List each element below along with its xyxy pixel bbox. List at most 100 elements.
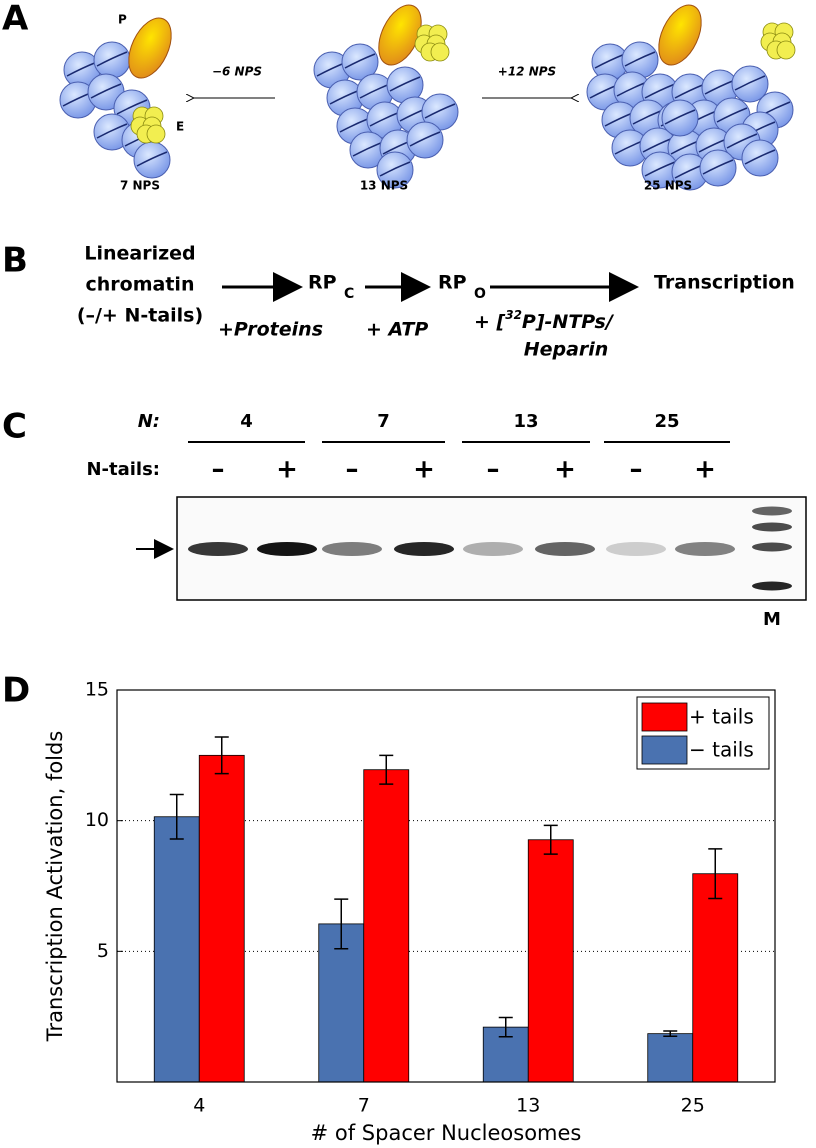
band	[394, 542, 454, 556]
tails-sign: –	[487, 455, 500, 485]
tails-sign: +	[554, 455, 576, 485]
nucleosome	[376, 151, 414, 189]
error-bar	[663, 1030, 678, 1038]
substrate: (–/+ N-tails)	[77, 305, 203, 327]
x-axis-label: # of Spacer Nucleosomes	[311, 1121, 582, 1145]
nucleosome	[661, 99, 699, 137]
nucleosome	[731, 65, 769, 103]
tails-sign: +	[694, 455, 716, 485]
polymerase	[128, 17, 172, 79]
panel-label: C	[2, 407, 27, 447]
dna-stripe	[96, 123, 128, 139]
x-tick-label: 25	[681, 1095, 705, 1117]
step: +Proteins	[218, 319, 323, 341]
tails-sign: +	[276, 455, 298, 485]
polymerase	[658, 4, 702, 66]
dna-stripe	[644, 161, 676, 177]
step-part: P]-NTPs/	[522, 311, 615, 333]
substrate: Linearized	[84, 243, 195, 265]
marker-band	[752, 542, 792, 552]
y-tick-label: 5	[97, 940, 109, 962]
step: + [32P]-NTPs/	[474, 308, 615, 333]
bar	[363, 769, 410, 1083]
activator	[776, 40, 796, 60]
band	[535, 542, 595, 556]
legend-swatch	[641, 735, 688, 765]
band	[675, 542, 735, 556]
dna-stripe	[424, 103, 456, 119]
nucleosome	[93, 41, 131, 79]
error-bar	[543, 824, 558, 855]
rpc: RP	[308, 272, 337, 294]
plot-frame	[116, 689, 776, 1083]
nucleosome	[741, 139, 779, 177]
x-tick-label: 4	[193, 1095, 205, 1117]
band	[463, 542, 523, 556]
marker-band	[752, 522, 792, 532]
bar	[153, 816, 200, 1083]
tails-sign: –	[212, 455, 225, 485]
dna-stripe	[116, 99, 148, 115]
dna-stripe	[624, 51, 656, 67]
dna-stripe	[96, 51, 128, 67]
n-value: 7	[377, 411, 390, 432]
bar	[527, 839, 574, 1083]
product: Transcription	[654, 272, 795, 294]
y-tick-label: 10	[85, 809, 109, 831]
dna-stripe	[716, 107, 748, 123]
error-bar	[169, 793, 184, 840]
rpc-sub: C	[344, 286, 354, 302]
dna-stripe	[90, 83, 122, 99]
band	[188, 542, 248, 556]
construct-label: 7 NPS	[120, 179, 160, 193]
construct-label: 13 NPS	[360, 179, 408, 193]
bar	[692, 873, 739, 1083]
n-value: 25	[654, 411, 679, 432]
panel-label: D	[2, 671, 30, 711]
dna-stripe	[726, 133, 758, 149]
panel-label: A	[2, 0, 29, 39]
step: Heparin	[524, 339, 609, 361]
dna-stripe	[644, 83, 676, 99]
legend-label: − tails	[689, 738, 754, 762]
nucleosome	[341, 43, 379, 81]
dna-stripe	[136, 151, 168, 167]
dna-stripe	[744, 149, 776, 165]
tails-sign: –	[346, 455, 359, 485]
error-bar	[379, 754, 394, 785]
arrow-label: −6 NPS	[212, 65, 262, 79]
bar	[198, 754, 245, 1083]
nucleosome	[406, 121, 444, 159]
dna-stripe	[344, 53, 376, 69]
error-bar	[498, 1016, 513, 1038]
x-tick-label: 13	[516, 1095, 540, 1117]
construct-label: 25 NPS	[644, 179, 692, 193]
dna-stripe	[389, 76, 421, 92]
gel-bands	[188, 506, 792, 591]
tails-sign: +	[413, 455, 435, 485]
nucleosome-diagram	[59, 4, 796, 191]
nucleosome	[699, 149, 737, 187]
panel-label: B	[2, 241, 28, 281]
n-label: N:	[138, 411, 160, 432]
dna-stripe	[409, 131, 441, 147]
step-sup: 32	[505, 308, 522, 322]
substrate: chromatin	[86, 274, 195, 296]
label-p: P	[118, 13, 127, 27]
rpo: RP	[438, 272, 467, 294]
error-bar	[334, 898, 349, 950]
marker-band	[752, 581, 792, 591]
n-value: 13	[513, 411, 538, 432]
label-e: E	[176, 120, 184, 134]
tails-label: N-tails:	[86, 459, 160, 480]
legend-swatch	[641, 702, 688, 732]
n-value: 4	[240, 411, 253, 432]
marker-label: M	[763, 609, 781, 630]
gel-header: 4 7 13 25 – + – + – + – +	[188, 411, 730, 485]
bar-chart: 5 10 15 4 7 13 25 # of Spacer Nucleosomes Transc…	[43, 679, 776, 1145]
band	[257, 542, 317, 556]
legend-label: + tails	[689, 705, 754, 729]
dna-stripe	[664, 109, 696, 125]
dna-stripe	[379, 161, 411, 177]
